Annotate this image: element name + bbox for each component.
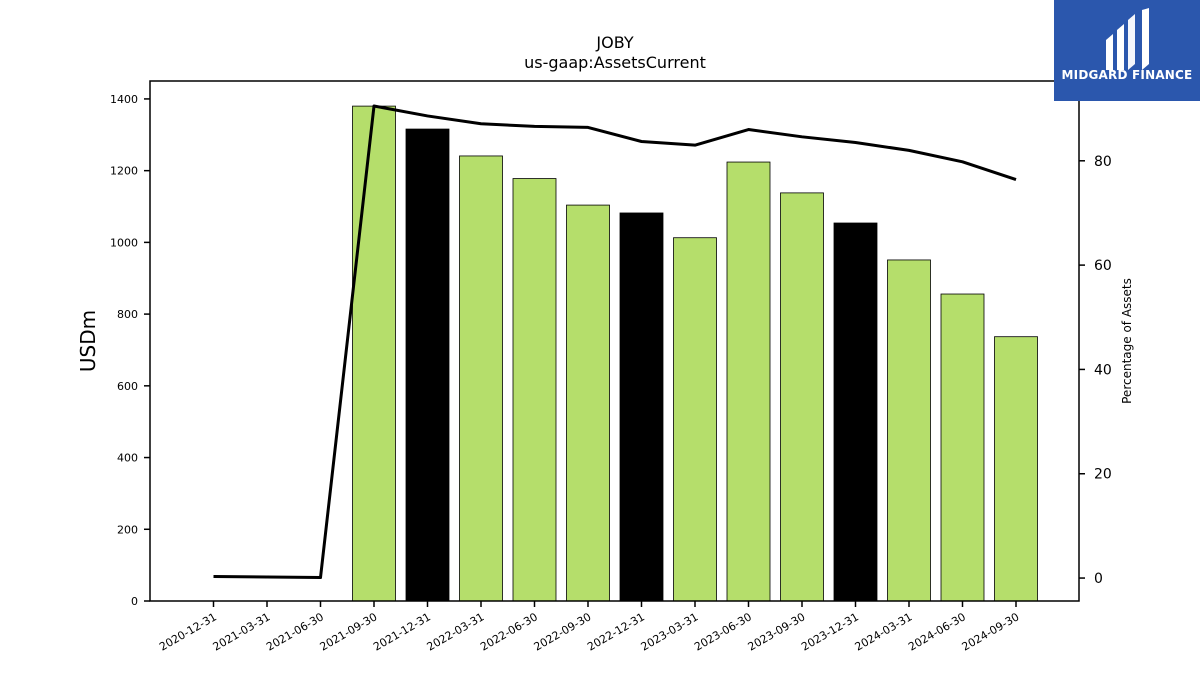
bar-2024-09-30	[994, 336, 1038, 602]
bar-2024-03-31	[887, 259, 931, 602]
y2-tick-label: 60	[1094, 258, 1112, 274]
y2-tick-label: 20	[1094, 467, 1112, 483]
bar-2022-09-30	[566, 204, 610, 602]
x-tick-label: 2021-09-30	[318, 610, 380, 653]
x-tick-label: 2022-12-31	[585, 610, 647, 653]
x-axis-ticks: 2020-12-312021-03-312021-06-302021-09-30…	[157, 601, 1022, 654]
bar-2021-12-31	[405, 128, 450, 602]
y2-tick-label: 0	[1094, 571, 1103, 587]
chart-title: JOBY	[595, 33, 633, 52]
y-tick-label: 1400	[110, 93, 138, 106]
x-tick-label: 2021-06-30	[264, 610, 326, 653]
bar-2021-09-30	[352, 105, 396, 602]
y2-tick-label: 80	[1094, 154, 1112, 170]
x-tick-label: 2024-06-30	[906, 610, 968, 653]
x-tick-label: 2023-12-31	[799, 610, 861, 653]
bar-2022-12-31	[619, 212, 664, 602]
y-axis-ticks: 0 200 400 600 800 1000 1200 1400	[110, 93, 150, 608]
y2-axis-label: Percentage of Assets	[1120, 278, 1134, 404]
midgard-finance-logo: MIDGARD FINANCE	[1054, 0, 1200, 101]
x-tick-label: 2021-12-31	[371, 610, 433, 653]
chart-subtitle: us-gaap:AssetsCurrent	[524, 53, 706, 72]
y2-tick-label: 40	[1094, 362, 1112, 378]
y-tick-label: 1000	[110, 236, 138, 249]
y-tick-label: 0	[131, 595, 138, 608]
bar-2023-03-31	[673, 237, 717, 602]
y-tick-label: 1200	[110, 165, 138, 178]
bars	[352, 105, 1038, 602]
x-tick-label: 2020-12-31	[157, 610, 219, 653]
y-tick-label: 200	[117, 523, 138, 536]
x-tick-label: 2023-09-30	[746, 610, 808, 653]
x-tick-label: 2022-06-30	[478, 610, 540, 653]
bar-2023-12-31	[833, 222, 878, 602]
percentage-line	[213, 104, 1017, 580]
x-tick-label: 2023-06-30	[692, 610, 754, 653]
y-axis-label: USDm	[76, 310, 100, 372]
bar-2022-06-30	[512, 178, 557, 602]
y2-axis-ticks: 0 20 40 60 80	[1079, 154, 1112, 587]
x-tick-label: 2024-09-30	[960, 610, 1022, 653]
x-tick-label: 2023-03-31	[639, 610, 701, 653]
y-tick-label: 600	[117, 380, 138, 393]
plot-frame	[149, 80, 1080, 602]
bar-2022-03-31	[459, 155, 503, 602]
bar-2023-06-30	[726, 161, 771, 602]
line-layer	[213, 104, 1017, 580]
x-tick-label: 2022-03-31	[425, 610, 487, 653]
logo-text: MIDGARD FINANCE	[1061, 68, 1193, 82]
bar-2024-06-30	[940, 293, 985, 602]
x-tick-label: 2024-03-31	[853, 610, 915, 653]
x-tick-label: 2022-09-30	[532, 610, 594, 653]
logo-mark-icon	[1106, 8, 1149, 70]
bar-2023-09-30	[780, 192, 824, 602]
y-tick-label: 800	[117, 308, 138, 321]
y-tick-label: 400	[117, 452, 138, 465]
x-tick-label: 2021-03-31	[211, 610, 273, 653]
